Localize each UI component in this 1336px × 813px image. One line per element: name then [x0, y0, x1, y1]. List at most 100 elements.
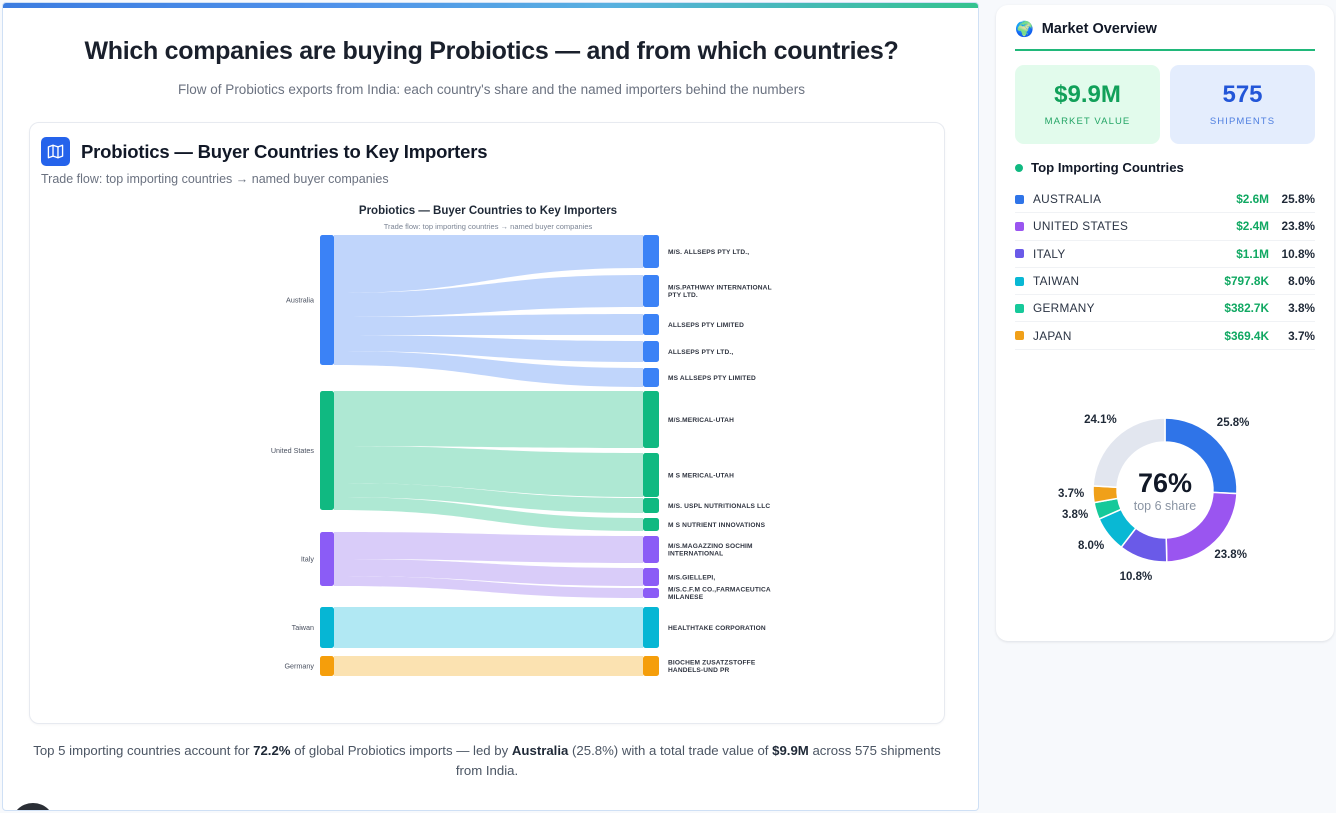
sankey-target-label: HEALTHTAKE CORPORATION	[668, 625, 766, 632]
kpi-market-value-label: MARKET VALUE	[1044, 115, 1131, 127]
sankey-node-target[interactable]	[643, 391, 659, 448]
sankey-node-target[interactable]	[643, 607, 659, 648]
sankey-node-target[interactable]	[643, 656, 659, 676]
kpi-row: $9.9M MARKET VALUE 575 SHIPMENTS	[1015, 65, 1315, 144]
sankey-source-label: Germany	[284, 662, 314, 671]
sankey-link	[334, 314, 643, 335]
country-value: $1.1M	[1236, 246, 1269, 261]
country-value: $382.7K	[1224, 301, 1269, 316]
kpi-shipments-number: 575	[1222, 81, 1263, 109]
country-row[interactable]: UNITED STATES $2.4M 23.8%	[1015, 213, 1315, 241]
sankey-source-label: Taiwan	[292, 623, 314, 632]
sankey-node-target[interactable]	[643, 518, 659, 531]
footnote-b3: $9.9M	[772, 743, 809, 758]
country-row[interactable]: ITALY $1.1M 10.8%	[1015, 241, 1315, 268]
footnote-p4: across 575 shipments from India.	[455, 743, 941, 778]
country-row[interactable]: AUSTRALIA $2.6M 25.8%	[1015, 186, 1315, 214]
country-percent: 8.0%	[1288, 274, 1315, 289]
sankey-target-label: MS ALLSEPS PTY LIMITED	[668, 375, 756, 382]
market-overview-header: 🌍 Market Overview	[1015, 21, 1157, 37]
donut-chart: 76% top 6 share 25.8% 23.8% 10.8% 8.0% 3.8% 3…	[1015, 370, 1315, 625]
donut-segment-label: 25.8%	[1216, 417, 1250, 430]
sankey-subtitle: Trade flow: top importing countries → na…	[383, 222, 593, 231]
page-subtitle: Flow of Probiotics exports from India: e…	[178, 82, 805, 97]
sankey-link	[334, 351, 643, 387]
sankey-node-source[interactable]	[320, 235, 334, 365]
market-overview-panel: 🌍 Market Overview $9.9M MARKET VALUE 575…	[996, 5, 1334, 641]
sankey-source-label: United States	[271, 446, 315, 455]
donut-center-value: 76%	[1137, 468, 1193, 498]
sankey-target-label: M S MERICAL-UTAH	[668, 472, 734, 479]
sankey-link	[334, 483, 643, 513]
donut-center-label: top 6 share	[1133, 499, 1197, 513]
country-name: GERMANY	[1033, 301, 1095, 316]
footnote-p2: of global Probiotics imports — led by	[290, 743, 512, 758]
country-percent: 3.7%	[1288, 328, 1315, 343]
country-percent: 25.8%	[1281, 192, 1315, 207]
top-importing-countries-title: Top Importing Countries	[1031, 160, 1184, 175]
header-divider	[1015, 49, 1315, 51]
country-name: TAIWAN	[1033, 274, 1080, 289]
donut-segment-label: 3.8%	[1061, 509, 1089, 522]
chat-widget-button[interactable]	[11, 803, 55, 810]
donut-segment[interactable]	[1092, 417, 1166, 489]
market-overview-title: Market Overview	[1041, 21, 1157, 37]
sankey-node-target[interactable]	[643, 498, 659, 513]
country-name: ITALY	[1033, 246, 1066, 261]
sankey-node-target[interactable]	[643, 314, 659, 335]
page-title: Which companies are buying Probiotics — …	[84, 37, 899, 65]
sankey-node-source[interactable]	[320, 532, 334, 586]
country-value: $2.6M	[1236, 192, 1269, 207]
sankey-node-target[interactable]	[643, 235, 659, 268]
chart-card: Probiotics — Buyer Countries to Key Impo…	[29, 122, 945, 724]
sankey-chart: Probiotics — Buyer Countries to Key Impo…	[30, 195, 946, 715]
footnote-p1: Top 5 importing countries account for	[33, 743, 254, 758]
kpi-shipments: 575 SHIPMENTS	[1170, 65, 1315, 144]
country-value: $2.4M	[1236, 219, 1269, 234]
globe-icon: 🌍	[1015, 20, 1034, 38]
sankey-node-target[interactable]	[643, 368, 659, 387]
kpi-market-value-number: $9.9M	[1054, 81, 1121, 109]
sankey-node-source[interactable]	[320, 391, 334, 510]
sankey-link	[334, 446, 643, 497]
country-percent: 3.8%	[1288, 301, 1315, 316]
sankey-node-target[interactable]	[643, 568, 659, 586]
country-name: UNITED STATES	[1033, 219, 1129, 234]
sankey-link	[334, 607, 643, 648]
country-row[interactable]: GERMANY $382.7K 3.8%	[1015, 295, 1315, 323]
section-dot-icon	[1015, 163, 1023, 172]
sankey-target-label: M/S.GIELLEPI,	[668, 574, 715, 581]
donut-segment-label: 10.8%	[1119, 571, 1153, 584]
sankey-link	[334, 275, 643, 317]
sankey-source-label: Australia	[286, 296, 314, 305]
sankey-node-target[interactable]	[643, 275, 659, 307]
sankey-target-label: M/S. ALLSEPS PTY LTD.,	[668, 249, 749, 256]
sankey-link	[334, 335, 643, 362]
main-panel: Which companies are buying Probiotics — …	[2, 2, 979, 811]
sankey-node-target[interactable]	[643, 453, 659, 497]
country-list: AUSTRALIA $2.6M 25.8% UNITED STATES $2.4M 23.…	[1015, 186, 1315, 350]
sankey-node-source[interactable]	[320, 656, 334, 676]
sankey-link	[334, 235, 643, 293]
country-color-swatch	[1015, 276, 1024, 286]
sankey-node-target[interactable]	[643, 341, 659, 362]
sankey-target-label: M/S.C.F.M CO.,FARMACEUTICA MILANESE	[668, 587, 771, 602]
sankey-link	[334, 656, 643, 676]
country-row[interactable]: JAPAN $369.4K 3.7%	[1015, 322, 1315, 350]
sankey-title: Probiotics — Buyer Countries to Key Impo…	[358, 205, 618, 217]
sankey-node-source[interactable]	[320, 607, 334, 648]
donut-segment-label: 8.0%	[1077, 540, 1105, 553]
country-percent: 23.8%	[1281, 219, 1315, 234]
country-value: $369.4K	[1224, 328, 1269, 343]
kpi-market-value: $9.9M MARKET VALUE	[1015, 65, 1160, 144]
footnote-b2: Australia	[511, 743, 569, 758]
sankey-target-label: M/S.PATHWAY INTERNATIONAL PTY LTD.	[668, 285, 772, 300]
sankey-node-target[interactable]	[643, 588, 659, 598]
sankey-link	[334, 391, 643, 448]
sankey-node-target[interactable]	[643, 536, 659, 563]
sankey-target-label: ALLSEPS PTY LIMITED	[668, 322, 744, 329]
sankey-link	[334, 497, 643, 531]
country-row[interactable]: TAIWAN $797.8K 8.0%	[1015, 268, 1315, 296]
sankey-svg: Australia United States Italy Taiwan Germany…	[271, 235, 772, 676]
